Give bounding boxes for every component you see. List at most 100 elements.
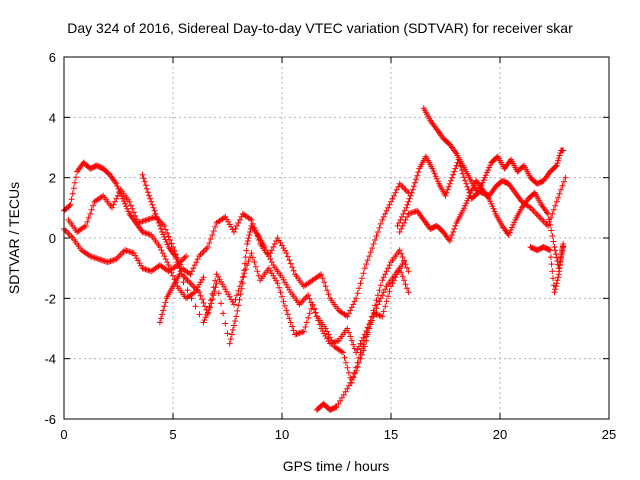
data-point [386, 262, 393, 269]
data-point [376, 224, 383, 231]
data-point [232, 225, 239, 232]
chart-title: Day 324 of 2016, Sidereal Day-to-day VTE… [67, 20, 573, 36]
data-point [161, 253, 168, 260]
data-point [290, 327, 297, 334]
data-point [348, 376, 355, 383]
data-point [555, 155, 562, 162]
data-point [396, 247, 403, 254]
x-tick-label: 0 [60, 427, 67, 442]
data-point [461, 174, 467, 181]
data-point [279, 293, 285, 300]
data-point [183, 253, 190, 260]
data-point [344, 325, 351, 332]
data-point [305, 314, 312, 321]
data-point [192, 303, 199, 310]
data-point [382, 271, 389, 278]
data-point [175, 262, 182, 269]
data-point [553, 251, 559, 258]
data-point [267, 256, 274, 263]
data-point [218, 278, 224, 285]
data-point [162, 256, 169, 263]
data-point [345, 382, 352, 389]
data-point [309, 302, 316, 309]
data-point [562, 174, 569, 181]
data-point [530, 207, 537, 214]
data-point [73, 174, 79, 181]
data-point [201, 317, 208, 323]
data-point [380, 213, 387, 220]
data-point [447, 177, 454, 184]
axis-ticks: 0 5 10 15 20 25 -6 -4 -2 0 2 4 6 [44, 50, 616, 442]
data-point [69, 190, 76, 197]
data-point [555, 194, 562, 201]
data-point [168, 240, 175, 247]
data-point [289, 323, 296, 330]
data-point [372, 302, 378, 309]
data-point [382, 286, 389, 293]
data-point [360, 334, 367, 341]
data-point [548, 227, 555, 234]
data-point [196, 311, 203, 318]
data-point [127, 202, 134, 209]
data-point [170, 272, 176, 279]
data-point [356, 359, 362, 366]
data-point [451, 225, 458, 232]
data-point [413, 176, 420, 183]
data-point [405, 289, 412, 296]
data-point [306, 295, 313, 302]
data-point [354, 346, 361, 353]
data-point [377, 282, 384, 289]
data-point [389, 195, 396, 202]
data-point [196, 289, 203, 296]
data-point [181, 254, 188, 261]
data-point [396, 229, 403, 235]
data-point [345, 369, 352, 376]
data-point [231, 301, 237, 308]
data-point [239, 280, 246, 287]
data-point [231, 229, 237, 235]
data-point [347, 307, 354, 314]
data-point [67, 201, 74, 208]
data-point [410, 183, 417, 190]
data-point [66, 232, 73, 238]
data-point [274, 280, 281, 287]
data-point [445, 183, 452, 190]
data-point [385, 293, 392, 300]
data-point [345, 310, 352, 317]
data-point [126, 198, 133, 205]
data-point [552, 247, 559, 254]
data-point [536, 213, 543, 220]
data-point [537, 215, 544, 222]
data-point [379, 277, 386, 284]
data-point [402, 261, 409, 268]
data-point [188, 295, 195, 302]
data-point [370, 307, 377, 314]
data-point [264, 250, 271, 257]
data-point [181, 274, 188, 281]
data-point [172, 253, 179, 260]
data-point [150, 204, 157, 211]
data-point [412, 179, 418, 186]
data-point [63, 229, 70, 235]
data-point [98, 193, 105, 200]
data-point [379, 216, 386, 223]
data-point [347, 333, 354, 340]
data-point [357, 340, 364, 347]
data-point [194, 256, 201, 263]
data-point [383, 268, 390, 275]
data-point [446, 180, 453, 187]
data-point [354, 290, 361, 297]
data-point [350, 301, 357, 308]
data-point [351, 370, 358, 377]
data-point [458, 167, 465, 174]
data-point [218, 300, 224, 307]
data-point [373, 297, 380, 304]
series-track-j [527, 241, 567, 296]
data-point [147, 195, 154, 202]
data-point [369, 245, 376, 252]
data-point [252, 263, 259, 270]
data-point [154, 216, 161, 223]
data-point [361, 265, 368, 272]
x-tick-label: 5 [169, 427, 176, 442]
